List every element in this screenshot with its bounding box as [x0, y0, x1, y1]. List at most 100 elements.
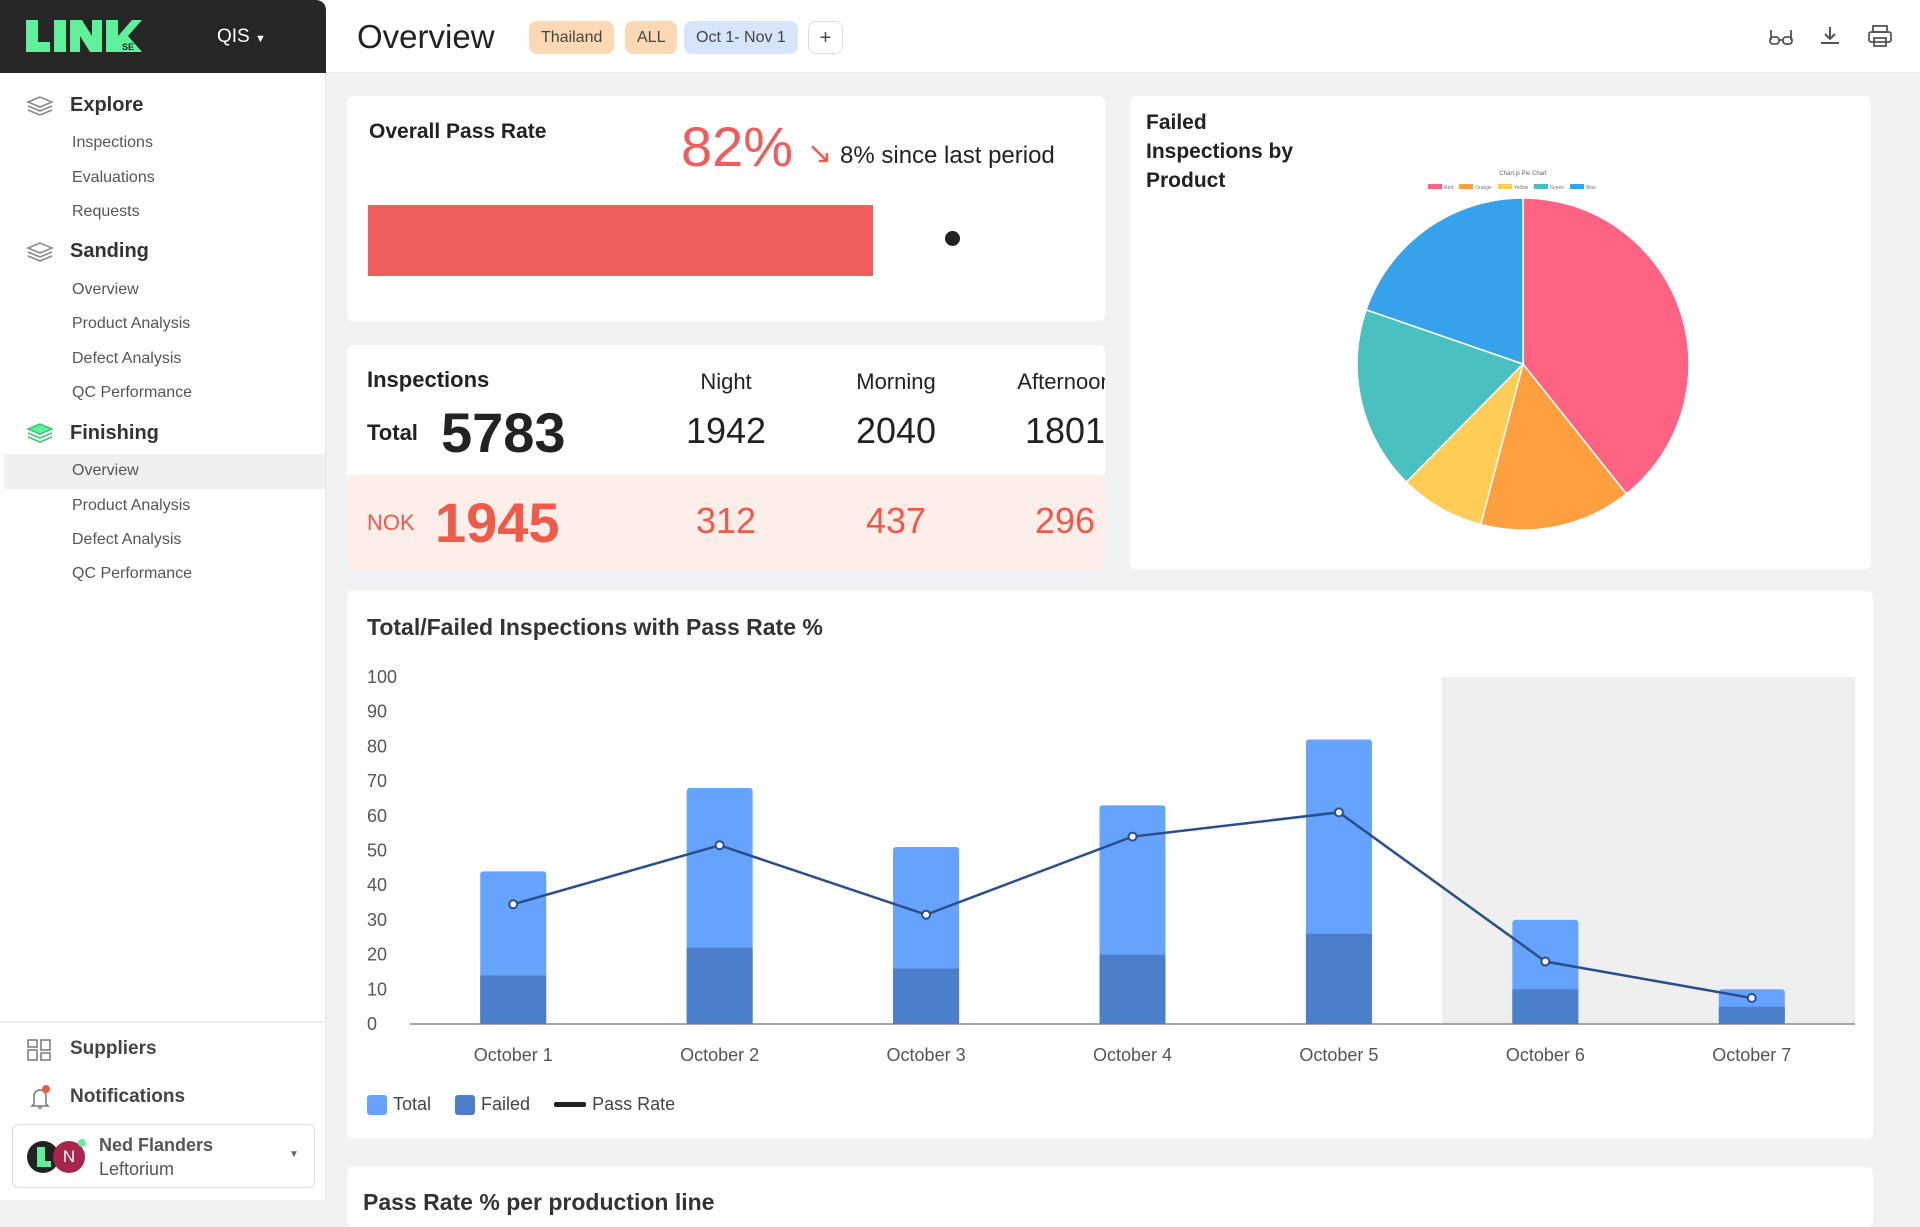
sidebar-item-requests[interactable]: Requests — [72, 203, 140, 220]
sidebar-section-finishing[interactable]: Finishing — [70, 422, 159, 444]
pie-legend: Red Orange Yellow Green Blue — [1428, 184, 1628, 191]
nok-morning: 437 — [865, 500, 927, 541]
failed-by-product-card: Failed Inspections by Product Chart.js P… — [1130, 96, 1871, 569]
sidebar-item-finishing-defect-analysis[interactable]: Defect Analysis — [72, 531, 182, 548]
trend-down-icon: ↘ — [807, 137, 833, 170]
legend-label-pass-rate[interactable]: Pass Rate — [592, 1094, 676, 1114]
card-title: Total/Failed Inspections with Pass Rate … — [367, 614, 823, 640]
bar-failed — [480, 975, 547, 1024]
filter-country[interactable]: Thailand — [529, 21, 615, 54]
pie-legend-item[interactable]: Blue — [1570, 184, 1596, 191]
layers-icon — [26, 423, 54, 443]
divider — [0, 1021, 326, 1023]
x-tick-label: October 3 — [887, 1045, 966, 1065]
pie-legend-item[interactable]: Green — [1534, 184, 1564, 191]
pie-slice-blue — [1365, 197, 1524, 366]
pass-rate-bar-fill — [368, 205, 874, 276]
y-tick-label: 80 — [367, 736, 387, 756]
shaded-region — [1442, 677, 1855, 1024]
user-name: Ned Flanders — [99, 1135, 214, 1155]
sidebar-suppliers[interactable]: Suppliers — [70, 1038, 157, 1059]
sidebar-item-sanding-product-analysis[interactable]: Product Analysis — [72, 315, 191, 332]
download-icon[interactable] — [1816, 24, 1844, 52]
total-label: Total — [367, 420, 418, 445]
pie-slice-orange — [1479, 362, 1628, 531]
total-morning: 2040 — [855, 410, 937, 451]
bell-icon[interactable] — [26, 1084, 54, 1112]
bar-failed — [1512, 989, 1579, 1024]
add-filter-button[interactable]: + — [808, 21, 843, 54]
pass-rate-point — [1333, 807, 1344, 818]
pie-chart — [1356, 197, 1690, 531]
card-title: Overall Pass Rate — [369, 120, 547, 143]
inspections-chart-card: Total/Failed Inspections with Pass Rate … — [347, 591, 1873, 1139]
user-menu[interactable]: N Ned Flanders Leftorium ▼ — [12, 1124, 315, 1188]
pass-rate-point — [1746, 992, 1757, 1003]
legend-swatch-failed — [455, 1094, 476, 1115]
sidebar-item-finishing-qc-performance[interactable]: QC Performance — [72, 565, 193, 582]
x-tick-label: October 1 — [474, 1045, 553, 1065]
pie-slice-green — [1356, 308, 1525, 484]
sidebar-section-sanding[interactable]: Sanding — [70, 240, 149, 262]
pass-rate-point — [921, 909, 932, 920]
layers-icon — [26, 242, 54, 262]
legend-swatch-pass-rate — [554, 1102, 587, 1107]
bar-failed — [893, 968, 960, 1024]
print-icon[interactable] — [1866, 24, 1894, 52]
sidebar-section-explore[interactable]: Explore — [70, 94, 144, 116]
bar-failed — [1099, 954, 1166, 1024]
sidebar-item-evaluations[interactable]: Evaluations — [72, 169, 155, 186]
grid-icon — [27, 1039, 51, 1061]
filter-date-range[interactable]: Oct 1- Nov 1 — [684, 21, 798, 54]
x-tick-label: October 7 — [1712, 1045, 1791, 1065]
y-tick-label: 70 — [367, 771, 387, 791]
card-title: Pass Rate % per production line — [363, 1189, 715, 1215]
y-tick-label: 10 — [367, 979, 387, 999]
bar-failed — [1718, 1006, 1785, 1024]
page-title: Overview — [357, 18, 495, 55]
y-tick-label: 60 — [367, 806, 387, 826]
filter-scope[interactable]: ALL — [625, 21, 678, 54]
x-tick-label: October 4 — [1093, 1045, 1172, 1065]
x-tick-label: October 6 — [1506, 1045, 1585, 1065]
sidebar-item-inspections[interactable]: Inspections — [72, 134, 153, 151]
total-night: 1942 — [685, 410, 767, 451]
legend-label-failed[interactable]: Failed — [481, 1094, 531, 1114]
sidebar-item-finishing-overview[interactable]: Overview — [72, 462, 139, 479]
pie-slice-yellow — [1405, 361, 1525, 526]
x-tick-label: October 2 — [680, 1045, 759, 1065]
sidebar-item-sanding-qc-performance[interactable]: QC Performance — [72, 384, 193, 401]
legend-label-total[interactable]: Total — [393, 1094, 432, 1114]
pass-rate-bar-track — [368, 205, 984, 276]
total-value: 5783 — [441, 401, 566, 464]
y-tick-label: 100 — [367, 667, 397, 687]
card-title: Failed Inspections by Product — [1146, 111, 1294, 192]
logo[interactable]: SE — [26, 18, 142, 54]
app-menu-label: QIS — [217, 26, 250, 47]
sidebar-item-sanding-overview[interactable]: Overview — [72, 281, 139, 298]
total-afternoon: 1801 — [1024, 410, 1105, 451]
active-item-highlight — [4, 454, 325, 489]
pie-legend-item[interactable]: Yellow — [1497, 184, 1528, 191]
app-menu[interactable]: QIS ▼ — [217, 26, 266, 48]
pie-legend-item[interactable]: Orange — [1459, 184, 1492, 191]
inspections-card: Inspections Night Morning Afternoon Tota… — [347, 345, 1105, 569]
pass-rate-card: Overall Pass Rate 82% ↘ 8% since last pe… — [347, 96, 1105, 321]
glasses-icon[interactable] — [1767, 24, 1795, 52]
chart-legend: Total Failed Pass Rate — [367, 1094, 675, 1115]
pass-rate-point — [1540, 956, 1551, 967]
nok-band — [347, 475, 1105, 569]
sidebar-item-sanding-defect-analysis[interactable]: Defect Analysis — [72, 350, 182, 367]
caret-down-icon: ▼ — [255, 33, 266, 45]
nok-label: NOK — [367, 510, 415, 535]
pie-slice-red — [1522, 197, 1690, 495]
sidebar-notifications[interactable]: Notifications — [70, 1086, 186, 1107]
pass-rate-point — [714, 840, 725, 851]
combo-chart: 0 10 20 30 40 50 60 70 80 90 100 October 1 October 2… — [367, 667, 1855, 1065]
sidebar-item-finishing-product-analysis[interactable]: Product Analysis — [72, 497, 191, 514]
y-tick-label: 20 — [367, 945, 387, 965]
online-dot — [78, 1139, 86, 1147]
column-header-afternoon: Afternoon — [1017, 369, 1105, 394]
legend-swatch-total — [367, 1094, 387, 1115]
pie-legend-item[interactable]: Red — [1428, 184, 1453, 191]
